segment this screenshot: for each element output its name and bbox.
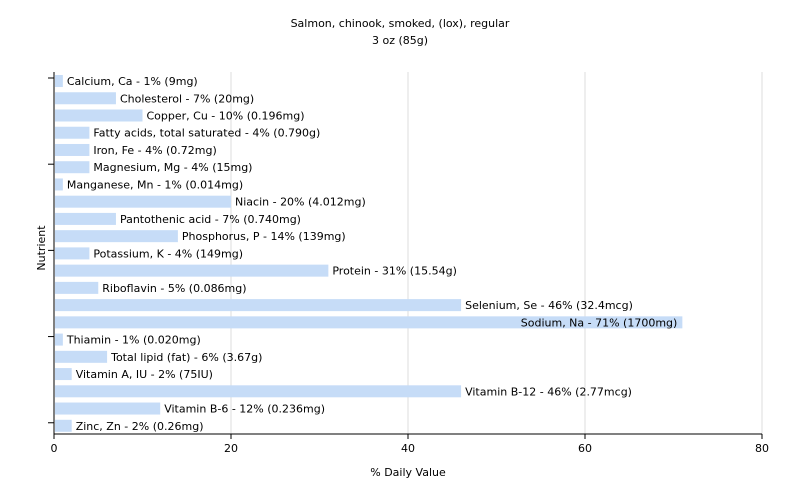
bar-label: Phosphorus, P - 14% (139mg) [182,230,346,243]
x-tick-label: 80 [755,442,769,455]
bar [55,419,72,432]
bar-label: Vitamin B-12 - 46% (2.77mcg) [465,385,632,398]
x-tick-label: 40 [401,442,415,455]
bar [55,161,90,174]
bar-label: Vitamin A, IU - 2% (75IU) [76,368,213,381]
bar-label: Manganese, Mn - 1% (0.014mg) [67,178,243,191]
bar-label: Iron, Fe - 4% (0.72mg) [93,144,216,157]
bar-label: Calcium, Ca - 1% (9mg) [67,75,198,88]
chart-subtitle: 3 oz (85g) [372,34,428,47]
x-tick-label: 20 [224,442,238,455]
chart-title: Salmon, chinook, smoked, (lox), regular [291,17,510,30]
bar-label: Zinc, Zn - 2% (0.26mg) [76,420,204,433]
bar [55,126,90,139]
bar-label: Potassium, K - 4% (149mg) [93,247,243,260]
bar [55,195,231,208]
bar [55,109,143,122]
bar [55,92,116,105]
x-axis-ticks: 0 20 40 60 80 [48,77,769,455]
bar-label: Magnesium, Mg - 4% (15mg) [93,161,252,174]
bar-label: Protein - 31% (15.54g) [332,265,457,278]
bar-label: Selenium, Se - 46% (32.4mcg) [465,299,633,312]
bar [55,75,63,88]
bar-label: Cholesterol - 7% (20mg) [120,92,254,105]
bar-label: Pantothenic acid - 7% (0.740mg) [120,213,301,226]
grid-lines [230,72,763,434]
bars: Calcium, Ca - 1% (9mg) Cholesterol - 7% (… [55,75,683,433]
bar [55,402,161,415]
bar [55,368,72,381]
bar [55,333,63,346]
y-axis-label: Nutrient [35,225,48,271]
bar [55,230,178,243]
bar [55,299,462,312]
bar-label: Sodium, Na - 71% (1700mg) [521,316,678,329]
bar-label: Total lipid (fat) - 6% (3.67g) [110,351,262,364]
bar [55,212,116,225]
bar-label: Riboflavin - 5% (0.086mg) [102,282,246,295]
x-tick-label: 0 [51,442,58,455]
bar-label: Vitamin B-6 - 12% (0.236mg) [164,403,325,416]
bar [55,316,683,329]
x-tick-label: 60 [578,442,592,455]
bar [55,143,90,156]
bar [55,264,329,277]
bar [55,281,99,294]
bar-label: Thiamin - 1% (0.020mg) [66,334,201,347]
bar-label: Copper, Cu - 10% (0.196mg) [147,109,305,122]
bar-label: Niacin - 20% (4.012mg) [235,196,366,209]
bar-label: Fatty acids, total saturated - 4% (0.790… [93,127,320,140]
x-axis-label: % Daily Value [370,466,446,479]
bar [55,350,108,363]
bar [55,247,90,260]
bar [55,178,63,191]
bar [55,385,462,398]
